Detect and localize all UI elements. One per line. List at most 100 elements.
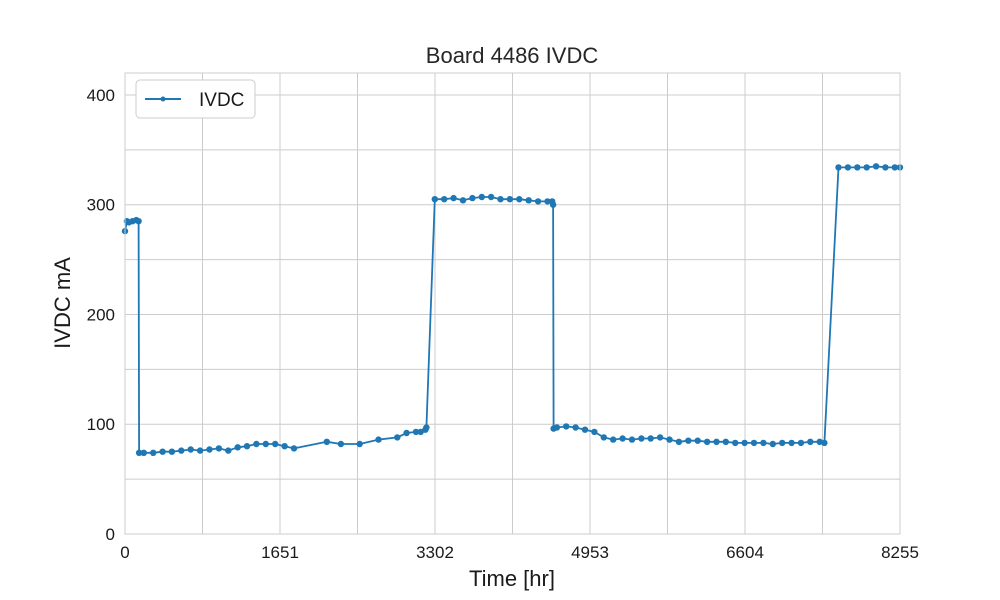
legend-box [135, 79, 256, 119]
x-tick-label: 6604 [726, 543, 764, 562]
data-point [807, 438, 814, 445]
data-point [356, 440, 363, 448]
data-point [628, 436, 636, 443]
data-point [572, 424, 579, 431]
data-point [225, 447, 232, 454]
plot-frame [124, 72, 901, 535]
y-tick-label: 400 [87, 86, 115, 105]
data-point [656, 434, 664, 441]
legend-entry-ivdc: IVDC [199, 90, 244, 111]
data-point [423, 424, 430, 431]
x-tick-label: 1651 [261, 543, 299, 562]
data-point [375, 436, 382, 443]
data-point [750, 439, 758, 447]
y-axis-label: IVDC mA [50, 257, 75, 349]
data-point [290, 445, 298, 452]
data-point [549, 201, 557, 208]
data-point [272, 440, 279, 448]
data-point [675, 438, 683, 445]
data-point [253, 440, 260, 448]
data-point [168, 448, 176, 455]
y-tick-label: 200 [87, 305, 115, 324]
data-point [525, 197, 532, 204]
data-point [441, 196, 448, 203]
data-point [619, 435, 626, 442]
series-line-ivdc [124, 165, 900, 454]
data-point [666, 436, 673, 443]
data-point [760, 439, 767, 447]
data-point [135, 449, 143, 456]
data-point [788, 439, 795, 447]
chart-title: Board 4486 IVDC [426, 43, 599, 68]
data-point [797, 439, 805, 447]
data-point [243, 443, 251, 450]
data-point [891, 164, 898, 171]
data-point [234, 444, 241, 451]
data-point [215, 445, 223, 452]
data-point [732, 439, 739, 447]
legend: IVDC [135, 79, 256, 119]
data-point [206, 446, 213, 453]
x-tick-label: 0 [120, 543, 129, 562]
data-point [563, 423, 570, 430]
data-point [882, 164, 889, 171]
data-point [469, 194, 476, 202]
x-tick-label: 4953 [571, 543, 609, 562]
data-point [534, 198, 542, 205]
data-point [713, 438, 720, 445]
data-point [694, 437, 701, 444]
data-point [431, 196, 438, 203]
data-point [140, 449, 147, 456]
data-point [854, 164, 861, 171]
y-tick-label: 100 [87, 415, 115, 434]
data-point [516, 196, 523, 203]
data-point [835, 164, 842, 171]
legend-marker-icon [160, 96, 166, 102]
data-point [581, 426, 589, 433]
data-point [323, 438, 330, 445]
data-point [187, 446, 194, 453]
x-axis-label: Time [hr] [469, 566, 555, 591]
x-tick-label: 8255 [881, 543, 919, 562]
y-tick-label: 0 [106, 525, 115, 544]
y-tick-label: 300 [87, 196, 115, 215]
data-point [600, 434, 607, 441]
data-point [703, 438, 711, 445]
data-point [741, 439, 748, 447]
data-point [450, 194, 457, 202]
y-tick-labels: 0 100 200 300 400 [87, 86, 115, 544]
data-point [685, 437, 692, 444]
data-point [403, 429, 410, 437]
data-point [135, 218, 142, 225]
data-point [544, 198, 551, 205]
data-point [178, 447, 185, 454]
data-point [591, 428, 598, 436]
data-point [821, 439, 828, 447]
x-tick-labels: 0 1651 3302 4953 6604 8255 [120, 543, 919, 562]
data-point [647, 435, 654, 442]
data-point [159, 448, 166, 455]
data-point [863, 164, 870, 171]
data-point [722, 438, 729, 445]
data-point [394, 434, 401, 441]
data-point [487, 193, 495, 201]
data-point [412, 428, 420, 436]
data-point [610, 436, 617, 443]
data-point [196, 447, 204, 454]
data-point [769, 440, 776, 448]
data-point [872, 163, 880, 170]
series-layer [121, 163, 904, 456]
data-point [150, 449, 157, 456]
data-point [478, 193, 485, 201]
data-point [497, 196, 504, 203]
data-point [337, 440, 345, 448]
data-point [262, 440, 269, 448]
data-point [506, 196, 514, 203]
data-point [553, 424, 561, 431]
data-point [844, 164, 852, 171]
x-tick-label: 3302 [416, 543, 454, 562]
data-point [638, 435, 645, 442]
data-point [281, 443, 288, 450]
data-point [779, 439, 786, 447]
